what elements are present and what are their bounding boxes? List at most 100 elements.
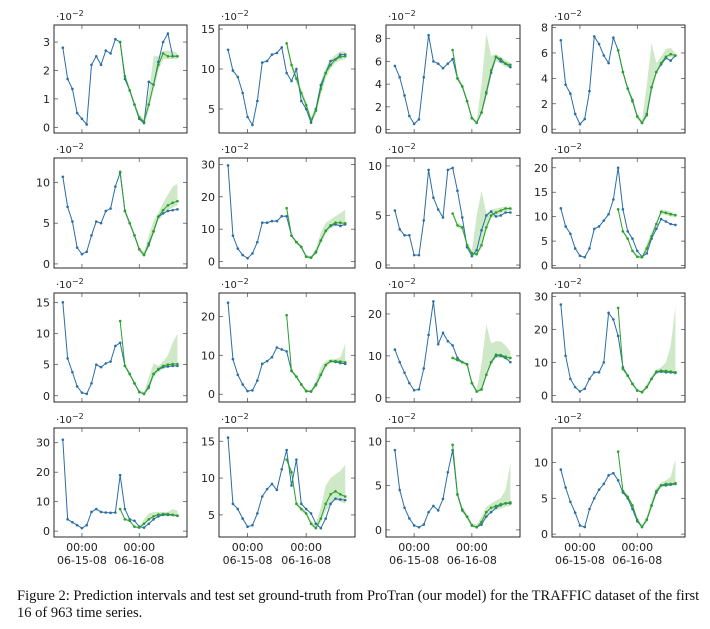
ground-truth-line xyxy=(62,302,178,395)
prediction-point xyxy=(329,359,332,363)
y-multiplier-label: ·10−2 xyxy=(221,142,249,156)
ground-truth-point xyxy=(236,507,240,511)
ground-truth-point xyxy=(75,385,79,388)
prediction-point xyxy=(166,512,170,516)
ground-truth-point xyxy=(408,517,411,520)
ground-truth-point xyxy=(441,497,445,501)
ground-truth-point xyxy=(456,189,459,193)
prediction-interval-band xyxy=(286,313,346,393)
prediction-point xyxy=(669,212,672,216)
ground-truth-point xyxy=(114,344,117,348)
prediction-point xyxy=(147,386,151,389)
y-tick-label: 5 xyxy=(541,492,548,505)
ground-truth-point xyxy=(573,247,577,250)
y-tick-label: 10 xyxy=(36,496,50,509)
ground-truth-point xyxy=(339,53,342,56)
prediction-point xyxy=(626,374,629,377)
ground-truth-point xyxy=(631,237,634,240)
prediction-point xyxy=(324,363,328,367)
prediction-point xyxy=(470,116,474,120)
ground-truth-point xyxy=(597,225,601,228)
x-tick-label: 00:00 xyxy=(564,541,596,554)
prediction-point xyxy=(152,230,155,233)
prediction-point xyxy=(456,493,459,496)
prediction-point xyxy=(319,517,323,520)
ground-truth-point xyxy=(446,62,450,65)
ground-truth-point xyxy=(669,222,672,226)
y-tick-label: 10 xyxy=(36,327,50,340)
prediction-point xyxy=(118,507,122,511)
multiplier-exponent: −2 xyxy=(237,277,249,286)
ground-truth-point xyxy=(94,220,98,223)
prediction-point xyxy=(171,362,174,366)
ground-truth-point xyxy=(241,253,244,257)
ground-truth-point xyxy=(241,383,244,386)
ground-truth-point xyxy=(260,362,264,366)
ground-truth-point xyxy=(94,363,98,366)
ground-truth-point xyxy=(403,506,406,510)
ground-truth-point xyxy=(80,252,84,256)
ground-truth-point xyxy=(275,488,279,492)
ground-truth-point xyxy=(578,390,582,393)
y-tick-label: 2 xyxy=(541,98,548,111)
figure-caption: Figure 2: Prediction intervals and test … xyxy=(17,588,700,621)
y-tick-label: 20 xyxy=(534,323,548,336)
prediction-point xyxy=(123,209,127,213)
prediction-point xyxy=(309,118,313,122)
prediction-point xyxy=(465,99,469,103)
prediction-line xyxy=(617,451,676,528)
prediction-point xyxy=(631,249,634,253)
ground-truth-point xyxy=(499,60,503,63)
ground-truth-point xyxy=(75,246,79,249)
axes-frame xyxy=(53,427,188,538)
y-tick-label: 0 xyxy=(43,258,50,271)
ground-truth-point xyxy=(398,75,402,79)
ground-truth-point xyxy=(645,252,649,255)
ground-truth-point xyxy=(260,221,264,225)
ground-truth-point xyxy=(236,373,240,377)
prediction-point xyxy=(475,121,478,125)
prediction-point xyxy=(171,54,174,58)
prediction-point xyxy=(655,370,658,373)
y-tick-label: 3 xyxy=(43,36,50,49)
prediction-point xyxy=(334,221,337,225)
ground-truth-point xyxy=(241,91,244,95)
prediction-point xyxy=(118,319,122,323)
prediction-point xyxy=(460,360,464,364)
y-tick-label: 5 xyxy=(43,217,50,230)
multiplier-exponent: −2 xyxy=(72,9,84,18)
ground-truth-point xyxy=(612,471,615,475)
prediction-point xyxy=(616,306,620,310)
multiplier-exponent: −2 xyxy=(237,142,249,151)
prediction-interval-band xyxy=(120,319,178,395)
prediction-point xyxy=(290,63,293,67)
y-tick-label: 1 xyxy=(43,93,50,106)
prediction-point xyxy=(494,55,498,59)
prediction-point xyxy=(465,362,469,366)
ground-truth-point xyxy=(427,333,430,337)
prediction-point xyxy=(465,515,469,518)
axes-frame xyxy=(53,292,188,403)
y-tick-label: 0 xyxy=(375,524,382,537)
ground-truth-point xyxy=(90,382,93,385)
multiplier-exponent: −2 xyxy=(570,412,582,421)
ground-truth-point xyxy=(171,364,174,368)
prediction-point xyxy=(650,234,653,238)
prediction-point xyxy=(166,363,170,366)
x-tick-label: 00:00 xyxy=(621,541,653,554)
ground-truth-point xyxy=(583,117,587,121)
y-multiplier-label: ·10−2 xyxy=(56,277,84,291)
ground-truth-point xyxy=(256,379,259,382)
prediction-point xyxy=(324,229,328,233)
ground-truth-point xyxy=(616,166,620,170)
prediction-point xyxy=(176,514,179,517)
x-tick-label: 06-16-08 xyxy=(114,554,164,567)
prediction-point xyxy=(460,508,464,511)
ground-truth-line xyxy=(394,450,511,528)
y-tick-label: 10 xyxy=(368,160,382,173)
ground-truth-line xyxy=(560,469,676,528)
prediction-point xyxy=(137,116,141,119)
y-multiplier-label: ·10−2 xyxy=(554,412,582,426)
prediction-point xyxy=(470,251,474,255)
ground-truth-point xyxy=(226,164,230,167)
